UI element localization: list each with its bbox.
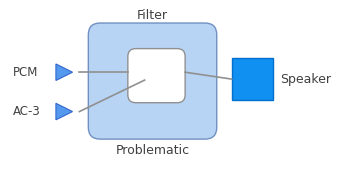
FancyBboxPatch shape	[231, 58, 273, 100]
FancyBboxPatch shape	[128, 49, 185, 103]
Polygon shape	[56, 103, 73, 120]
FancyBboxPatch shape	[88, 23, 217, 139]
Text: Problematic: Problematic	[116, 144, 190, 157]
Text: Speaker: Speaker	[280, 73, 331, 86]
Text: PCM: PCM	[13, 66, 39, 79]
Polygon shape	[56, 64, 73, 80]
Text: Filter: Filter	[137, 9, 168, 22]
Text: AC-3: AC-3	[13, 105, 41, 118]
